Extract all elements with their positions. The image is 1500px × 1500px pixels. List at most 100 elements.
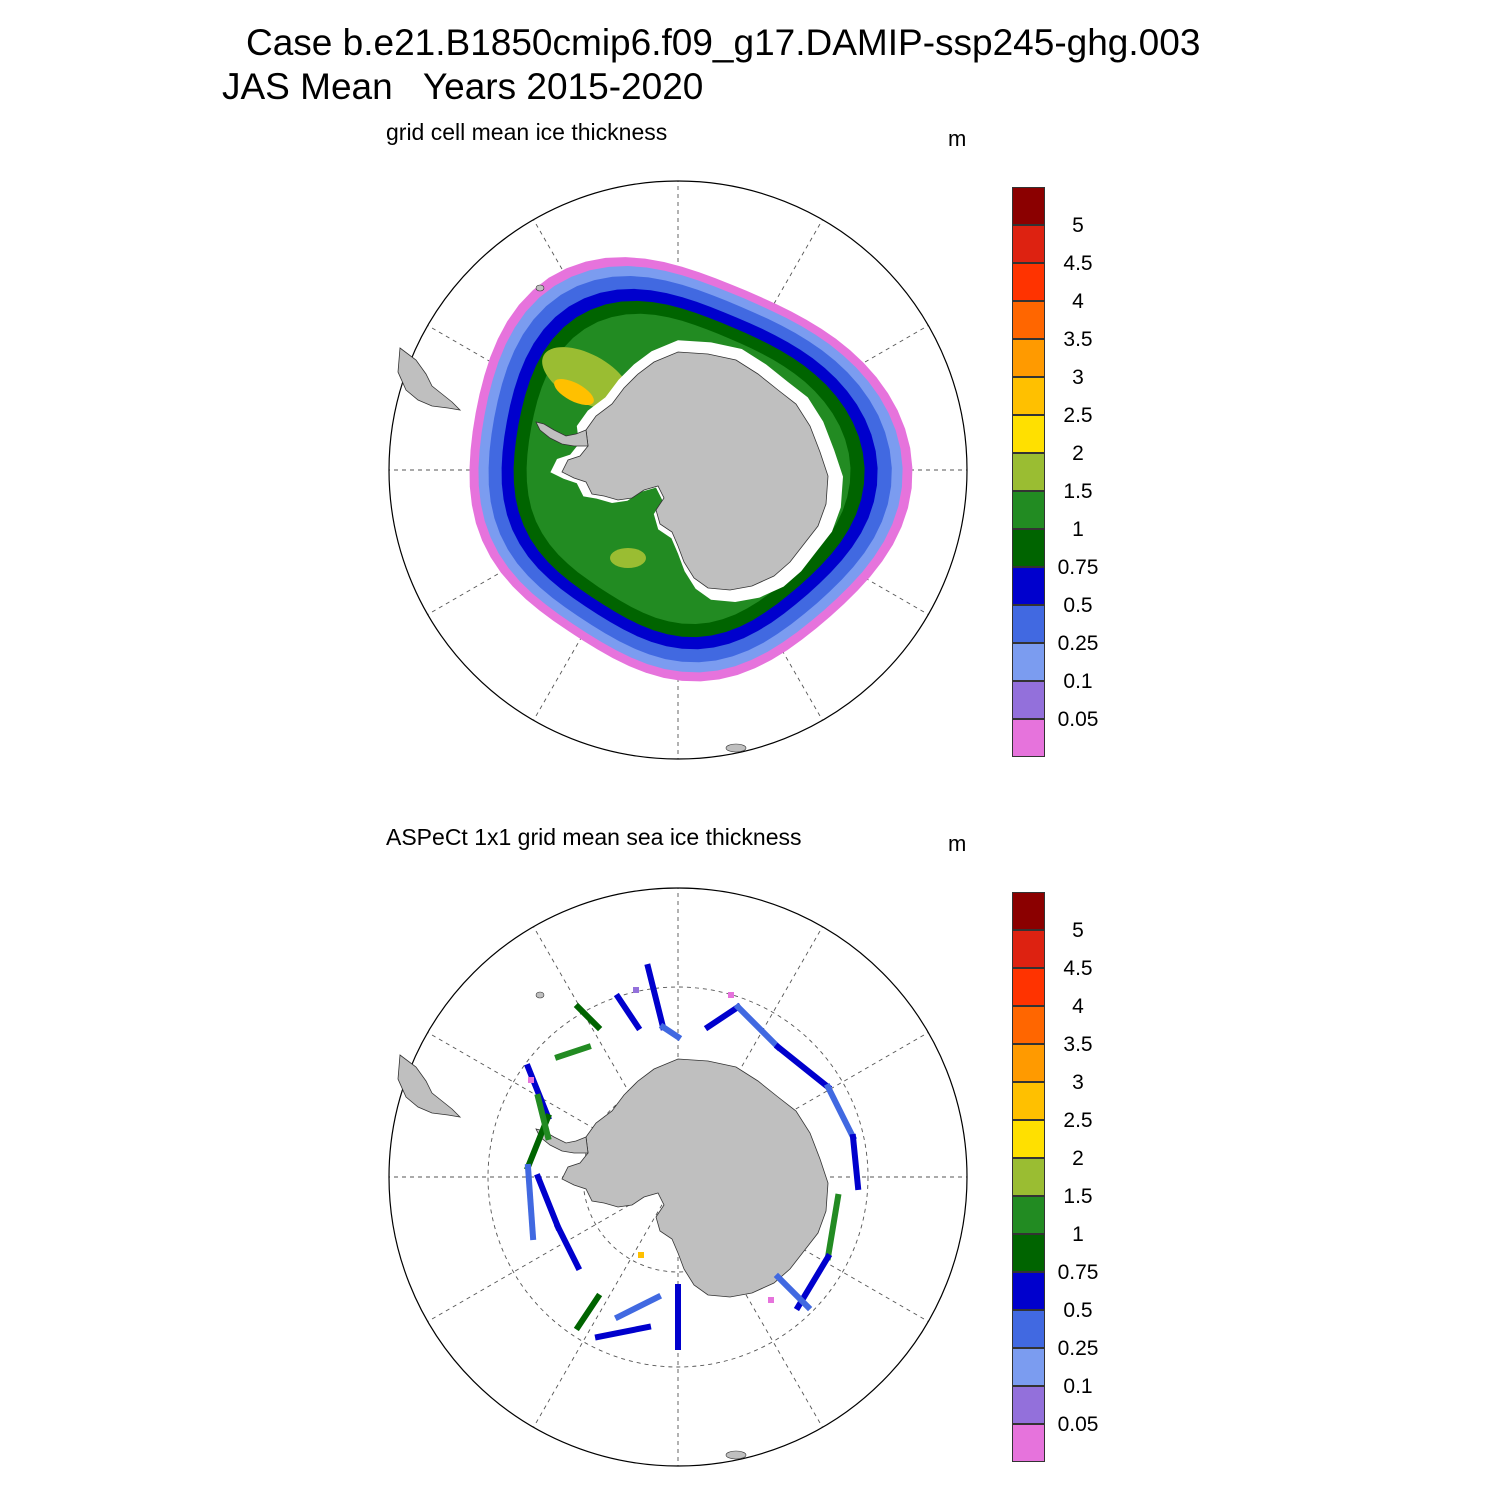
antarctica-landmass bbox=[561, 1058, 829, 1298]
ship-track-segment bbox=[524, 1163, 537, 1241]
colorbar-tick-label: 0.1 bbox=[1063, 670, 1093, 693]
colorbar-swatch bbox=[1012, 681, 1045, 719]
colorbar-swatch bbox=[1012, 1424, 1045, 1462]
panel2-subtitle: ASPeCt 1x1 grid mean sea ice thickness bbox=[386, 824, 802, 850]
panel2-units: m bbox=[948, 831, 967, 856]
colorbar-swatch bbox=[1012, 529, 1045, 567]
colorbar-tick-label: 0.75 bbox=[1057, 556, 1099, 579]
colorbar-swatch bbox=[1012, 892, 1045, 930]
colorbar-swatch bbox=[1012, 1272, 1045, 1310]
colorbar-tick-label: 4 bbox=[1072, 995, 1084, 1018]
colorbar-tick-label: 3 bbox=[1072, 1071, 1084, 1094]
ship-track-segment bbox=[613, 992, 643, 1032]
colorbar-tick-label: 1.5 bbox=[1063, 1185, 1093, 1208]
antarctic-peninsula bbox=[535, 421, 589, 447]
ship-track-segment bbox=[613, 1292, 663, 1322]
ship-track-segment bbox=[823, 1082, 858, 1142]
obs-cell bbox=[633, 987, 639, 993]
colorbar-tick-label: 0.75 bbox=[1057, 1261, 1099, 1284]
colorbar-tick-label: 0.05 bbox=[1057, 1413, 1099, 1436]
colorbar-tick-label: 4.5 bbox=[1063, 957, 1093, 980]
colorbar-tick-label: 3.5 bbox=[1063, 1033, 1093, 1056]
colorbar-swatch bbox=[1012, 605, 1045, 643]
ross-thick-ice bbox=[610, 548, 646, 568]
ship-track-segment bbox=[824, 1193, 842, 1261]
colorbar-tick-label: 0.1 bbox=[1063, 1375, 1093, 1398]
colorbar-swatch bbox=[1012, 263, 1045, 301]
colorbar-tick-label: 5 bbox=[1072, 214, 1084, 237]
colorbar-tick-label: 0.05 bbox=[1057, 708, 1099, 731]
ship-track-segment bbox=[534, 1093, 552, 1141]
colorbar-swatch bbox=[1012, 225, 1045, 263]
colorbar-tick-label: 0.5 bbox=[1063, 594, 1093, 617]
obs-cell bbox=[768, 1297, 774, 1303]
colorbar-swatch bbox=[1012, 1386, 1045, 1424]
ship-track-segment bbox=[703, 1002, 743, 1032]
colorbar-tick-label: 2.5 bbox=[1063, 1109, 1093, 1132]
ship-track-segment bbox=[644, 963, 667, 1031]
colorbar-swatch bbox=[1012, 491, 1045, 529]
colorbar-swatch bbox=[1012, 930, 1045, 968]
parallel-line bbox=[487, 986, 869, 1368]
colorbar-swatch bbox=[1012, 1082, 1045, 1120]
colorbar-tick-label: 2 bbox=[1072, 442, 1084, 465]
colorbar-tick-label: 4.5 bbox=[1063, 252, 1093, 275]
colorbar-tick-label: 2 bbox=[1072, 1147, 1084, 1170]
ship-track-segment bbox=[773, 1272, 813, 1312]
colorbar-tick-label: 2.5 bbox=[1063, 404, 1093, 427]
colorbar-swatch bbox=[1012, 968, 1045, 1006]
falkland-islands bbox=[535, 284, 545, 292]
colorbar-swatch bbox=[1012, 567, 1045, 605]
panel1-subtitle: grid cell mean ice thickness bbox=[386, 119, 668, 145]
colorbar-swatch bbox=[1012, 339, 1045, 377]
ship-track-segment bbox=[733, 1002, 783, 1052]
falkland-islands bbox=[535, 991, 545, 999]
ship-track-segment bbox=[554, 1043, 592, 1061]
colorbar-swatch bbox=[1012, 377, 1045, 415]
obs-cell bbox=[728, 992, 734, 998]
colorbar-swatch bbox=[1012, 1234, 1045, 1272]
ship-track-segment bbox=[524, 1063, 552, 1121]
colorbar-tick-label: 3 bbox=[1072, 366, 1084, 389]
figure-title-season: JAS Mean Years 2015-2020 bbox=[222, 66, 704, 107]
colorbar-tick-label: 0.25 bbox=[1057, 1337, 1099, 1360]
new-zealand-tip bbox=[725, 743, 747, 753]
colorbar-tick-label: 0.25 bbox=[1057, 632, 1099, 655]
panel1-map-content bbox=[388, 180, 968, 760]
obs-cell bbox=[528, 1077, 534, 1083]
colorbar-swatch bbox=[1012, 1348, 1045, 1386]
ship-track-segment bbox=[553, 1222, 583, 1272]
colorbar-tick-label: 3.5 bbox=[1063, 328, 1093, 351]
colorbar-tick-label: 4 bbox=[1072, 290, 1084, 313]
colorbar-tick-label: 1.5 bbox=[1063, 480, 1093, 503]
colorbar-swatch bbox=[1012, 415, 1045, 453]
colorbar-swatch bbox=[1012, 1196, 1045, 1234]
ship-track-segment bbox=[573, 1002, 603, 1032]
colorbar-swatch bbox=[1012, 719, 1045, 757]
ship-track-segment bbox=[849, 1133, 862, 1191]
colorbar-swatch bbox=[1012, 1310, 1045, 1348]
panel2-polar-map bbox=[388, 887, 968, 1467]
meridian-line bbox=[533, 1176, 679, 1428]
thick-ice-2.5-3 bbox=[554, 378, 594, 406]
obs-cell bbox=[638, 1252, 644, 1258]
panel1-units: m bbox=[948, 126, 967, 151]
south-america-tip bbox=[397, 347, 462, 411]
map-boundary bbox=[388, 180, 968, 760]
colorbar-swatch bbox=[1012, 453, 1045, 491]
colorbar-swatch bbox=[1012, 643, 1045, 681]
ship-track-segment bbox=[773, 1042, 833, 1092]
colorbar-swatch bbox=[1012, 1158, 1045, 1196]
colorbar-tick-label: 1 bbox=[1072, 1223, 1084, 1246]
colorbar-tick-label: 1 bbox=[1072, 518, 1084, 541]
colorbar-tick-label: 5 bbox=[1072, 919, 1084, 942]
south-america-tip bbox=[397, 1054, 462, 1118]
colorbar-tick-label: 0.5 bbox=[1063, 1299, 1093, 1322]
colorbar-swatch bbox=[1012, 1120, 1045, 1158]
ship-track-segment bbox=[594, 1323, 652, 1341]
thick-ice-1.5-2 bbox=[542, 347, 630, 409]
map-boundary bbox=[388, 887, 968, 1467]
new-zealand-tip bbox=[725, 1450, 747, 1460]
colorbar-swatch bbox=[1012, 1006, 1045, 1044]
